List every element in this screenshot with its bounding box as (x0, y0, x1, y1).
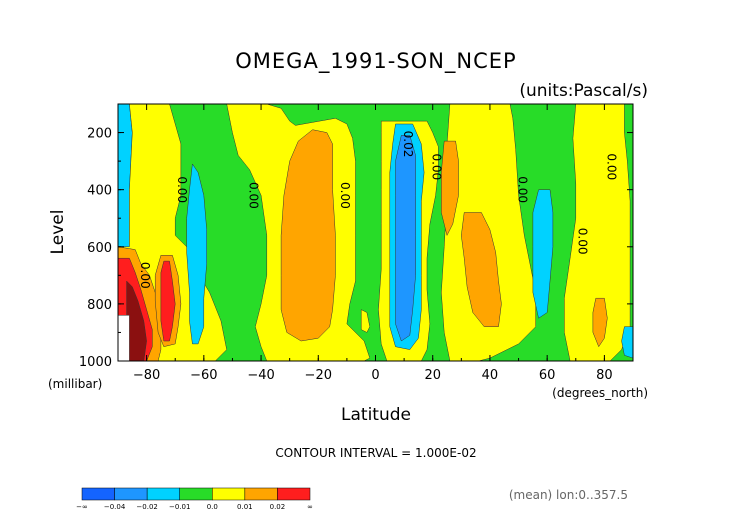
colorbar-label: ∞ (307, 503, 313, 511)
colorbar-swatch (179, 487, 213, 501)
chart-title: OMEGA_1991-SON_NCEP (235, 49, 516, 74)
colorbar-label: −0.02 (136, 503, 157, 511)
contour-label: 0.00 (604, 153, 618, 180)
contour-label: 0.00 (430, 153, 444, 180)
colorbar-swatch (146, 487, 180, 501)
contour-region (532, 189, 554, 319)
colorbar-swatch (114, 487, 148, 501)
colorbar-swatch (244, 487, 278, 501)
footer-text: (mean) lon:0..357.5 (509, 488, 628, 502)
contour-region (441, 140, 459, 237)
filled-contours (118, 104, 633, 361)
contour-region (186, 163, 207, 345)
contour-region (160, 260, 176, 342)
colorbar-swatch (277, 487, 311, 501)
colorbar: −∞ −0.04 −0.02 −0.01 0.0 0.01 0.02 ∞ (76, 487, 313, 511)
colorbar-label: 0.0 (207, 503, 218, 511)
contour-label: 0.02 (401, 131, 415, 158)
contour-label: 0.00 (175, 176, 189, 203)
contour-region (395, 135, 416, 342)
colorbar-swatch (212, 487, 246, 501)
contour-region (461, 212, 502, 327)
colorbar-label: −∞ (76, 503, 88, 511)
contour-region (621, 326, 633, 359)
contour-region (280, 129, 336, 342)
x-tick-label: −60 (190, 368, 217, 383)
units-label: (units:Pascal/s) (519, 81, 648, 101)
contour-label: 0.00 (138, 262, 152, 289)
colorbar-swatch (81, 487, 115, 501)
x-tick-label: 0 (371, 368, 379, 383)
y-tick-label: 200 (87, 127, 112, 142)
colorbar-label: 0.01 (237, 503, 253, 511)
x-tick-label: 60 (539, 368, 556, 383)
x-tick-label: −20 (305, 368, 332, 383)
contour-label: 0.00 (247, 182, 261, 209)
y-axis-label: Level (48, 210, 68, 255)
colorbar-label: −0.01 (169, 503, 190, 511)
x-tick-label: 40 (482, 368, 499, 383)
contour-label: 0.00 (338, 182, 352, 209)
x-axis: −80 −60 −40 −20 0 20 40 60 80 (117, 104, 634, 383)
y-tick-label: 800 (87, 298, 112, 313)
contour-region (592, 297, 608, 348)
colorbar-label: 0.02 (270, 503, 286, 511)
x-tick-label: −40 (247, 368, 274, 383)
y-axis: 200 400 600 800 1000 (79, 103, 633, 370)
y-tick-label: 400 (87, 184, 112, 199)
colorbar-label: −0.04 (104, 503, 126, 511)
x-axis-label: Latitude (341, 405, 411, 425)
contour-region (564, 104, 631, 361)
contour-region (360, 309, 371, 333)
contour-labels: 0.00 0.00 0.00 0.02 0.00 0.00 0.00 0.00 0.00 (138, 131, 618, 289)
contour-region (126, 280, 147, 361)
y-tick-label: 1000 (79, 355, 112, 370)
contour-label: 0.00 (516, 176, 530, 203)
x-tick-label: 20 (424, 368, 441, 383)
y-unit-label: (millibar) (48, 377, 102, 391)
contour-interval-text: CONTOUR INTERVAL = 1.000E-02 (275, 446, 476, 460)
y-tick-label: 600 (87, 241, 112, 256)
x-tick-label: 80 (596, 368, 613, 383)
contour-label: 0.00 (576, 228, 590, 255)
x-unit-label: (degrees_north) (552, 386, 648, 400)
x-tick-label: −80 (133, 368, 160, 383)
contour-region (118, 315, 130, 361)
